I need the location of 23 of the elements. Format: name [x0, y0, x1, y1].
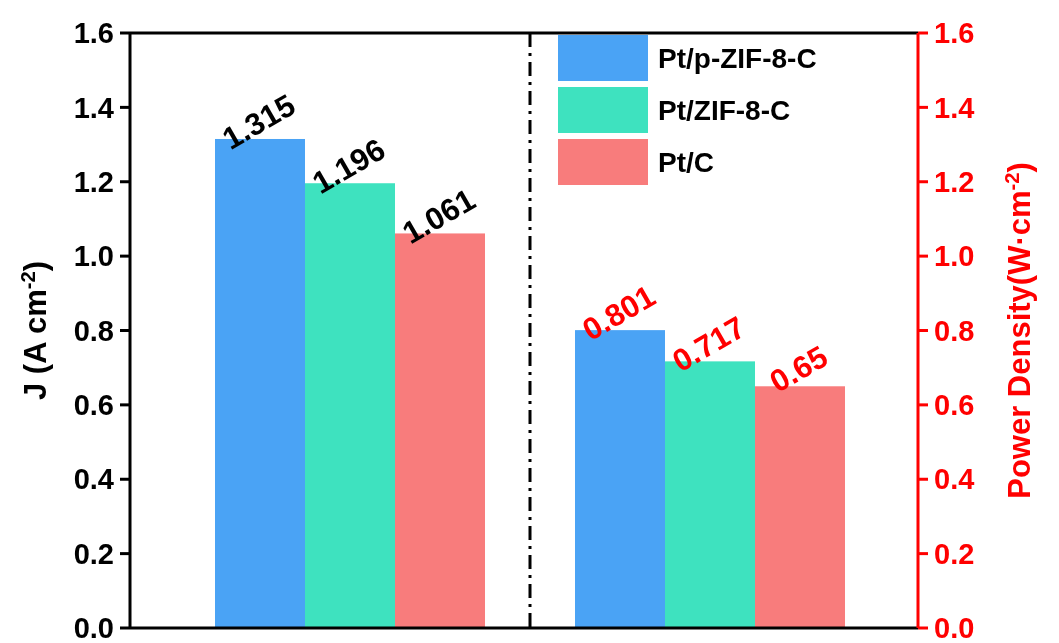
y2-tick-label: 0.6 — [934, 389, 975, 422]
data-label: 0.801 — [576, 278, 662, 348]
y-tick-label: 1.2 — [73, 165, 114, 198]
y-tick-label: 1.6 — [73, 17, 114, 50]
y2-tick-label: 1.0 — [934, 240, 975, 273]
y2-tick-label: 0.0 — [934, 612, 975, 643]
y-tick-label: 0.4 — [73, 463, 114, 496]
legend-label: Pt/p-ZIF-8-C — [658, 42, 817, 74]
data-label: 0.65 — [763, 338, 834, 400]
legend-label: Pt/ZIF-8-C — [658, 94, 791, 126]
y-tick-label: 0.0 — [73, 612, 114, 643]
y2-tick-label: 0.4 — [934, 463, 975, 496]
y2-tick-label: 0.2 — [934, 537, 975, 570]
y2-tick-label: 1.4 — [934, 91, 975, 124]
y-tick-label: 0.6 — [73, 389, 114, 422]
y-tick-label: 0.8 — [73, 314, 114, 347]
legend-label: Pt/C — [658, 146, 714, 178]
y-tick-label: 1.0 — [73, 240, 114, 273]
y2-tick-label: 0.8 — [934, 314, 975, 347]
y2-tick-label: 1.6 — [934, 17, 975, 50]
y-tick-label: 1.4 — [73, 91, 114, 124]
y2-tick-label: 1.2 — [934, 165, 975, 198]
y-tick-label: 0.2 — [73, 537, 114, 570]
